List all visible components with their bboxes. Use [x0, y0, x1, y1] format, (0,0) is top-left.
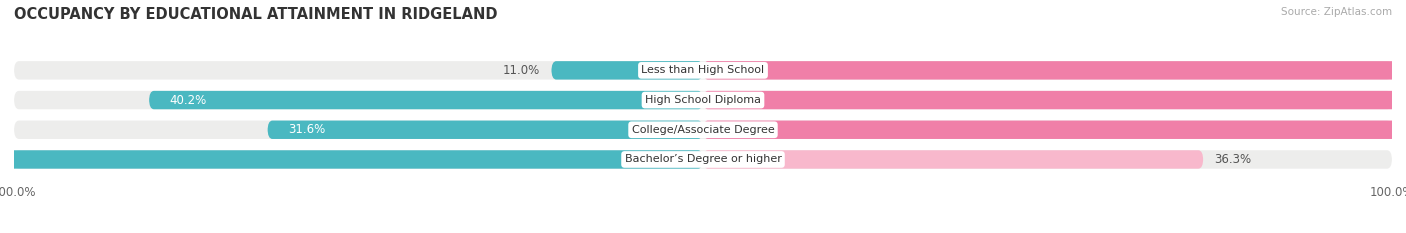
- FancyBboxPatch shape: [551, 61, 703, 79]
- Text: 40.2%: 40.2%: [170, 94, 207, 106]
- FancyBboxPatch shape: [14, 150, 1392, 169]
- Text: 31.6%: 31.6%: [288, 123, 326, 136]
- FancyBboxPatch shape: [149, 91, 703, 109]
- Text: Bachelor’s Degree or higher: Bachelor’s Degree or higher: [624, 154, 782, 164]
- FancyBboxPatch shape: [267, 120, 703, 139]
- FancyBboxPatch shape: [703, 120, 1406, 139]
- Text: High School Diploma: High School Diploma: [645, 95, 761, 105]
- FancyBboxPatch shape: [14, 120, 1392, 139]
- Text: 11.0%: 11.0%: [503, 64, 540, 77]
- FancyBboxPatch shape: [703, 61, 1406, 79]
- FancyBboxPatch shape: [14, 61, 1392, 79]
- FancyBboxPatch shape: [14, 91, 1392, 109]
- Text: Source: ZipAtlas.com: Source: ZipAtlas.com: [1281, 7, 1392, 17]
- FancyBboxPatch shape: [703, 91, 1406, 109]
- Text: OCCUPANCY BY EDUCATIONAL ATTAINMENT IN RIDGELAND: OCCUPANCY BY EDUCATIONAL ATTAINMENT IN R…: [14, 7, 498, 22]
- FancyBboxPatch shape: [703, 150, 1204, 169]
- Text: College/Associate Degree: College/Associate Degree: [631, 125, 775, 135]
- Text: Less than High School: Less than High School: [641, 65, 765, 75]
- FancyBboxPatch shape: [0, 150, 703, 169]
- Text: 36.3%: 36.3%: [1215, 153, 1251, 166]
